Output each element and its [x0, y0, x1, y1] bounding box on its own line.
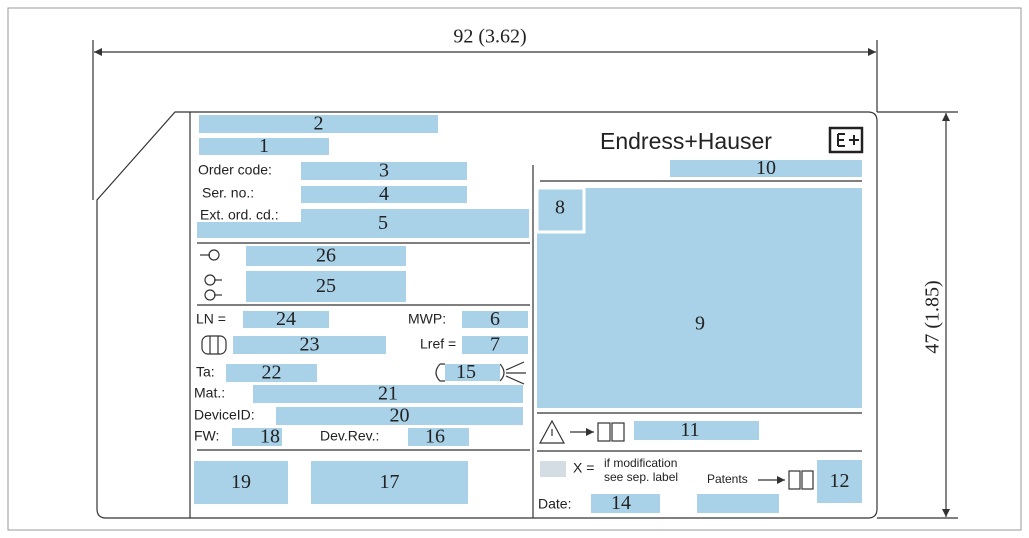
field-box	[817, 460, 862, 503]
field-box	[301, 186, 467, 203]
height-dimension: 47 (1.85)	[922, 280, 944, 353]
callout-number: 5	[378, 212, 388, 234]
field-box	[535, 186, 586, 234]
callout-number: 16	[425, 426, 445, 448]
field-box	[301, 209, 529, 238]
label: if modification	[604, 456, 677, 470]
callout-number: 8	[555, 197, 565, 219]
field-box	[276, 407, 523, 425]
callout-number: 20	[390, 405, 410, 427]
label: Ser. no.:	[202, 185, 254, 201]
callout-number: 22	[262, 362, 282, 384]
field-box	[462, 311, 528, 328]
callout-number: 6	[490, 308, 500, 330]
plate-outline	[96, 111, 878, 519]
callout-number: 3	[379, 160, 389, 182]
label: DeviceID:	[194, 407, 255, 423]
callout-number: 7	[490, 334, 500, 356]
field-box	[243, 311, 329, 328]
gland-icon	[201, 335, 227, 355]
field-box	[246, 271, 406, 302]
field-box	[246, 246, 406, 266]
field-box	[462, 336, 528, 354]
label: MWP:	[408, 311, 446, 327]
field-box	[199, 115, 438, 133]
callout-number: 11	[680, 419, 699, 441]
field-box	[697, 494, 779, 513]
callout-number: 9	[695, 313, 705, 335]
callout-number: 18	[260, 426, 280, 448]
label: X =	[573, 460, 594, 476]
callout-number: 2	[314, 113, 324, 135]
field-box	[226, 364, 317, 382]
callout-number: 12	[830, 470, 850, 492]
label: Order code:	[198, 162, 272, 178]
field-box	[670, 160, 862, 177]
callout-number: 24	[276, 308, 296, 330]
logo	[828, 126, 864, 154]
field-box	[311, 461, 468, 504]
callout-number: 14	[611, 492, 631, 514]
label: see sep. label	[604, 470, 678, 484]
cable-icon	[435, 361, 526, 385]
field-box	[537, 188, 862, 408]
label: Ext. ord. cd.:	[200, 207, 279, 223]
field-box	[199, 138, 329, 155]
warning-icon	[538, 419, 625, 444]
field-box	[197, 222, 301, 238]
field-box	[445, 364, 500, 381]
label: FW:	[194, 428, 219, 444]
field-box	[634, 421, 759, 440]
callout-number: 25	[316, 275, 336, 297]
callout-number: 17	[380, 471, 400, 493]
label: Patents	[707, 472, 748, 486]
callout-number: 19	[231, 471, 251, 493]
mark-square	[540, 461, 566, 477]
callout-number: 26	[316, 245, 336, 267]
field-box	[253, 385, 523, 403]
power-icons	[200, 249, 222, 301]
label: Date:	[538, 496, 571, 512]
label: Ta:	[196, 364, 215, 380]
callout-number: 1	[259, 135, 269, 157]
patents-icon	[758, 470, 814, 490]
logo-mark	[837, 133, 859, 147]
callout-number: 21	[378, 383, 398, 405]
field-box	[301, 162, 467, 180]
frame	[7, 7, 1022, 531]
field-box	[194, 461, 288, 504]
field-box	[591, 494, 660, 513]
label: Dev.Rev.:	[320, 428, 379, 444]
width-dimension: 92 (3.62)	[453, 26, 526, 48]
label: LN =	[196, 311, 226, 327]
callout-number: 4	[379, 183, 389, 205]
field-box	[233, 336, 386, 354]
callout-number: 10	[756, 157, 776, 179]
field-box	[232, 428, 282, 446]
callout-number: 23	[300, 334, 320, 356]
label: Mat.:	[194, 385, 225, 401]
label: Lref =	[420, 336, 456, 352]
callout-number: 15	[456, 361, 476, 383]
field-box	[408, 428, 469, 446]
brand: Endress+Hauser	[600, 128, 772, 154]
